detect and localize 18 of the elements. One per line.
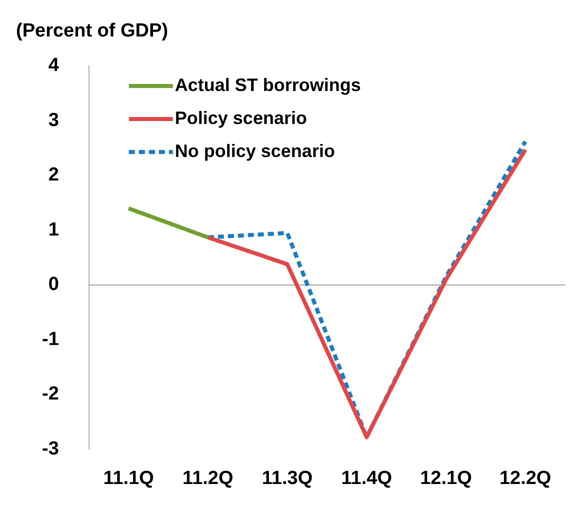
y-tick-label: 4: [48, 55, 60, 76]
y-tick-label: 2: [48, 164, 59, 186]
y-tick-label: 0: [48, 274, 59, 296]
legend-label: Policy scenario: [174, 108, 307, 128]
y-tick-label: -2: [42, 384, 59, 405]
legend-label: No policy scenario: [174, 140, 335, 161]
y-tick-label: -1: [42, 328, 60, 350]
y-tick-label: -3: [42, 438, 59, 460]
y-tick-label: 1: [48, 219, 60, 240]
x-tick-label: 11.2Q: [182, 468, 234, 489]
legend-label: Actual ST borrowings: [174, 74, 361, 95]
x-tick-label: 11.4Q: [341, 468, 392, 489]
x-tick-label: 11.1Q: [103, 468, 154, 489]
x-tick-label: 11.3Q: [262, 468, 313, 489]
y-tick-label: 3: [48, 110, 59, 131]
x-tick-label: 12.1Q: [420, 468, 472, 489]
y-axis-title: (Percent of GDP): [16, 20, 168, 42]
x-tick-label: 12.2Q: [499, 468, 552, 489]
